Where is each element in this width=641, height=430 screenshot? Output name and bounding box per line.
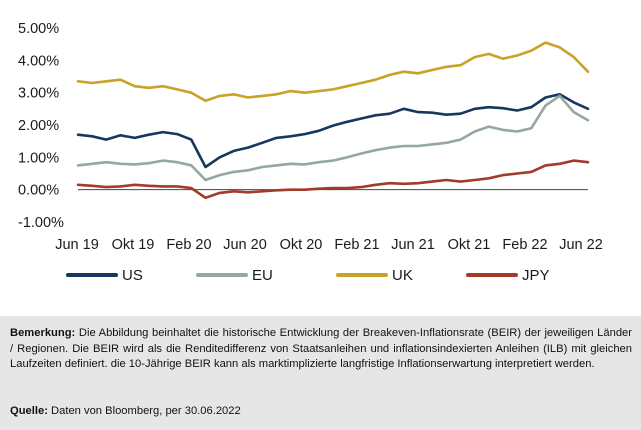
source-text: Daten von Bloomberg, per 30.06.2022 <box>51 405 241 417</box>
y-tick-label: 0.00% <box>18 183 59 199</box>
source-label: Quelle: <box>10 405 48 417</box>
series-line-eu <box>76 94 590 182</box>
y-tick-label: -1.00% <box>18 215 64 231</box>
y-tick-label: 2.00% <box>18 118 59 134</box>
x-tick-label: Jun 21 <box>391 237 435 253</box>
note-box <box>0 316 641 430</box>
y-tick-label: 5.00% <box>18 21 59 37</box>
x-axis-ticks: Jun 19 Okt 19 Feb 20 Jun 20 Okt 20 Feb 21 Jun … <box>55 237 603 253</box>
x-tick-label: Okt 20 <box>280 237 323 253</box>
x-tick-label: Jun 20 <box>223 237 267 253</box>
y-tick-label: 3.00% <box>18 86 59 102</box>
legend-label-jpy: JPY <box>522 267 550 284</box>
breakeven-inflation-chart: 5.00% 4.00% 3.00% 2.00% 1.00% 0.00% -1.00% Jun… <box>18 21 603 284</box>
x-tick-label: Jun 22 <box>559 237 603 253</box>
y-axis-ticks: 5.00% 4.00% 3.00% 2.00% 1.00% 0.00% -1.00% <box>18 21 64 231</box>
legend-label-uk: UK <box>392 267 413 284</box>
x-tick-label: Okt 19 <box>112 237 155 253</box>
note-paragraph: Bemerkung: Die Abbildung beinhaltet die … <box>10 326 632 373</box>
series-line-jpy <box>76 159 590 200</box>
y-tick-label: 1.00% <box>18 150 59 166</box>
y-tick-label: 4.00% <box>18 53 59 69</box>
x-tick-label: Jun 19 <box>55 237 99 253</box>
legend-label-eu: EU <box>252 267 273 284</box>
note-label: Bemerkung: <box>10 327 76 339</box>
chart-legend: US EU UK JPY <box>66 267 550 284</box>
x-tick-label: Okt 21 <box>448 237 491 253</box>
series-line-us <box>76 93 590 169</box>
x-tick-label: Feb 20 <box>166 237 211 253</box>
note-text: Die Abbildung beinhaltet die historische… <box>10 327 632 370</box>
x-tick-label: Feb 21 <box>334 237 379 253</box>
legend-label-us: US <box>122 267 143 284</box>
x-tick-label: Feb 22 <box>502 237 547 253</box>
source-line: Quelle: Daten von Bloomberg, per 30.06.2… <box>10 405 241 417</box>
series-lines <box>76 41 590 200</box>
series-line-uk <box>76 41 590 103</box>
